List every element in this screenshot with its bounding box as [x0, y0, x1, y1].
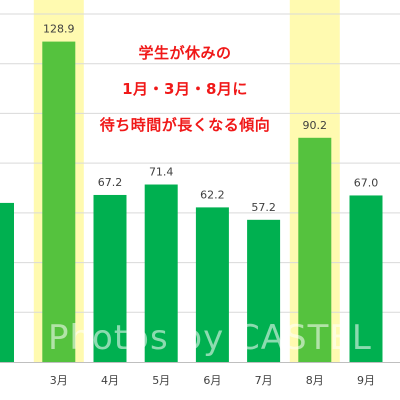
- bar-9月: [349, 195, 383, 362]
- bar-partial: [0, 202, 14, 362]
- x-tick-label: 7月: [255, 374, 273, 387]
- bar-3月: [42, 41, 76, 362]
- value-labels: 128.967.271.462.257.290.267.068.: [43, 23, 379, 214]
- value-label: 67.2: [98, 176, 123, 189]
- bar-4月: [93, 194, 127, 362]
- value-label: 128.9: [43, 23, 75, 36]
- x-tick-label: 6月: [203, 374, 221, 387]
- bar-8月: [298, 137, 332, 362]
- value-label: 62.2: [200, 188, 225, 201]
- bars: [0, 41, 383, 362]
- x-tick-label: 4月: [101, 374, 119, 387]
- x-tick-label: 5月: [152, 374, 170, 387]
- x-tick-label: 8月: [306, 374, 324, 387]
- value-label: 90.2: [303, 119, 328, 132]
- value-label: 71.4: [149, 166, 174, 179]
- value-label: 67.0: [354, 176, 379, 189]
- annotation-line-1: 学生が休みの: [138, 44, 232, 62]
- bar-7月: [247, 219, 281, 362]
- x-tick-label: 9月: [357, 374, 375, 387]
- x-tick-labels: 3月4月5月6月7月8月9月10月: [50, 374, 375, 387]
- x-tick-label: 3月: [50, 374, 68, 387]
- value-label: 57.2: [251, 201, 276, 214]
- bar-6月: [195, 207, 229, 362]
- bar-5月: [144, 184, 178, 362]
- watermark: Photos by CASTEL: [48, 318, 372, 358]
- annotation-line-2: 1月・3月・8月に: [122, 80, 248, 98]
- annotation-line-3: 待ち時間が長くなる傾向: [99, 116, 271, 134]
